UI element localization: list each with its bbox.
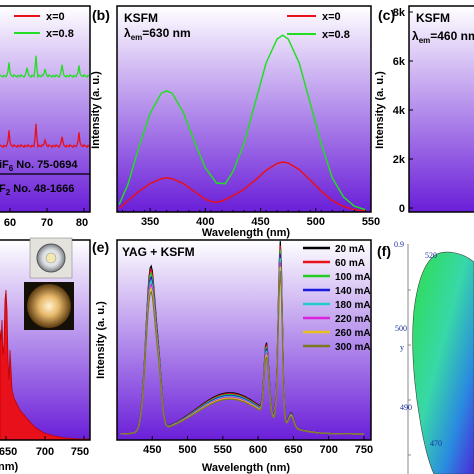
panel-e-legend-label: 140 mA <box>335 286 371 297</box>
panel-c-ytick-label: 4k <box>393 105 406 117</box>
panel-e-legend-label: 100 mA <box>335 272 371 283</box>
panel-a-reference-2: F2 No. 48-1666 <box>0 183 74 197</box>
panel-d-xtick-label: 650 <box>0 446 17 458</box>
panel-b-plot-bg <box>117 6 371 212</box>
panel-e-legend-label: 260 mA <box>335 328 371 339</box>
panel-e-xlabel: Wavelength (nm) <box>202 462 291 474</box>
panel-e-xtick-label: 650 <box>284 444 302 456</box>
panel-b-label: (b) <box>92 7 110 23</box>
panel-e-title: YAG + KSFM <box>122 245 195 259</box>
panel-d-xticks: 650 700 750 <box>0 436 89 458</box>
panel-f-label: (f) <box>377 243 391 259</box>
panel-c-ytick-label: 8k <box>393 7 406 19</box>
panel-d: 650 700 750 nm) <box>0 237 91 473</box>
panel-f-ytick: 0.9 <box>394 240 404 249</box>
panel-c-ylabel: Intensity (a. u.) <box>374 71 386 149</box>
panel-f-wl-520: 520 <box>425 251 437 260</box>
panel-a-legend-label-red: x=0 <box>46 11 65 23</box>
panel-a-legend-label-green: x=0.8 <box>46 28 74 40</box>
panel-e: 450 500 550 600 650 700 750 (e) YAG + KSFM 20 … <box>92 239 373 474</box>
panel-d-led-photos <box>24 237 74 330</box>
panel-c-ytick-label: 0 <box>399 203 405 215</box>
panel-e-xtick-label: 750 <box>355 444 373 456</box>
panel-f: (f) 0.9 y 520 500 490 470 <box>377 240 474 474</box>
panel-e-legend-label: 220 mA <box>335 314 371 325</box>
panel-e-legend: 20 mA 60 mA 100 mA 140 mA 180 mA 220 mA 260 mA… <box>303 244 371 353</box>
panel-c-ytick-label: 6k <box>393 56 406 68</box>
panel-b-xtick-label: 400 <box>196 216 214 228</box>
panel-f-wl-500: 500 <box>395 324 407 333</box>
panel-b-series-x0.8 <box>118 34 366 211</box>
panel-b-xtick-label: 550 <box>362 216 380 228</box>
panel-c-ytick-label: 2k <box>393 154 406 166</box>
panel-e-frame <box>116 239 372 441</box>
panel-e-spectrum-300-mA <box>120 270 364 435</box>
panel-d-xtick-label: 700 <box>36 446 54 458</box>
panel-b-ylabel: Intensity (a. u.) <box>90 71 102 149</box>
panel-e-xtick-label: 600 <box>249 444 267 456</box>
panel-c-plot-bg <box>409 6 474 212</box>
panel-f-yticks <box>408 289 411 456</box>
panel-e-xticks: 450 500 550 600 650 700 750 <box>143 436 373 456</box>
panel-c-frame <box>408 5 474 213</box>
panel-f-ylabel: y <box>400 343 404 352</box>
panel-b-xtick-label: 500 <box>307 216 325 228</box>
panel-b-series-x0 <box>118 161 366 212</box>
panel-a-xtick-label: 60 <box>4 217 16 229</box>
panel-a-xtick-label: 70 <box>41 217 53 229</box>
panel-e-legend-label: 180 mA <box>335 300 371 311</box>
panel-f-wl-470: 470 <box>430 439 442 448</box>
panel-b-xlabel: Wavelength (nm) <box>202 227 291 239</box>
panel-b: 350 400 450 500 550 (b) KSFM λem=630 nm x=0 … <box>90 5 380 239</box>
panel-b-legend-label-green: x=0.8 <box>322 29 350 41</box>
panel-c-title: KSFM <box>416 11 450 25</box>
panel-b-subtitle: λem=630 nm <box>124 26 191 42</box>
panel-e-legend-label: 300 mA <box>335 342 371 353</box>
panel-e-xtick-label: 500 <box>178 444 196 456</box>
led-glow-icon <box>27 284 71 328</box>
panel-b-xtick-label: 450 <box>251 216 269 228</box>
panel-b-legend-label-red: x=0 <box>322 11 341 23</box>
panel-d-emission-fill <box>0 289 91 441</box>
panel-a-frame <box>0 5 91 213</box>
panel-e-plot-bg <box>117 240 371 440</box>
panel-a-reference-1: iF6 No. 75-0694 <box>0 159 78 173</box>
led-chip-core-icon <box>45 252 57 264</box>
panel-a-series-green <box>0 55 91 79</box>
panel-a: x=0 x=0.8 iF6 No. 75-0694 F2 No. 48-1666… <box>0 5 91 229</box>
panel-f-wl-490: 490 <box>400 403 412 412</box>
panel-c-label: (c) <box>378 7 395 23</box>
panel-a-plot-bg <box>0 6 90 212</box>
panel-b-xtick-label: 350 <box>141 216 159 228</box>
panel-e-xtick-label: 550 <box>214 444 232 456</box>
panel-e-xtick-label: 700 <box>319 444 337 456</box>
panel-e-legend-label: 20 mA <box>335 244 365 255</box>
panel-c: 0 2k 4k 6k 8k (c) KSFM λem=460 nm Intensity … <box>374 5 474 215</box>
panel-d-xlabel-fragment: nm) <box>0 461 19 473</box>
panel-e-ylabel: Intensity (a. u.) <box>95 301 107 379</box>
panel-e-spectra <box>120 241 364 435</box>
panel-a-series-red <box>0 123 91 149</box>
panel-e-label: (e) <box>92 239 109 255</box>
panel-e-xtick-label: 450 <box>143 444 161 456</box>
panel-a-xtick-label: 80 <box>76 217 88 229</box>
panel-c-yticks: 0 2k 4k 6k 8k <box>393 7 413 215</box>
panel-c-subtitle: λem=460 nm <box>412 29 474 45</box>
panel-e-legend-label: 60 mA <box>335 258 365 269</box>
panel-b-xticks: 350 400 450 500 550 <box>122 208 380 228</box>
panel-b-title: KSFM <box>124 11 158 25</box>
panel-d-xtick-label: 750 <box>71 446 89 458</box>
panel-a-xticks: 60 70 80 <box>4 208 88 229</box>
panel-f-cie-locus <box>412 251 474 474</box>
